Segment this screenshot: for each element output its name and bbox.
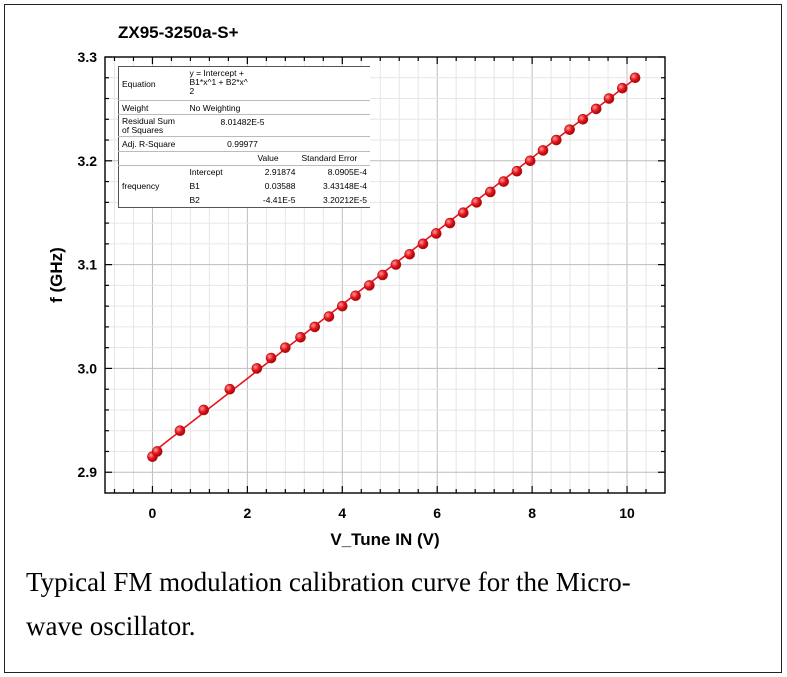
y-tick-label: 3.3 (78, 49, 98, 65)
data-point (280, 342, 291, 353)
axis-ticks (105, 56, 665, 493)
equation-label: Equation (122, 78, 156, 89)
data-point (309, 321, 321, 333)
x-tick-label: 6 (433, 505, 441, 521)
data-point (564, 124, 575, 135)
data-point (417, 238, 429, 250)
data-point (198, 404, 210, 416)
data-point (174, 425, 186, 437)
data-point (404, 248, 415, 260)
y-tick-label: 3.0 (78, 360, 98, 376)
data-point (511, 165, 523, 177)
data-point (471, 197, 482, 208)
figure-frame (4, 4, 782, 673)
weight-value: No Weighting (189, 102, 241, 113)
data-point (364, 280, 375, 291)
stderr-header: Standard Error (301, 153, 358, 164)
data-point (251, 363, 263, 374)
param-name: B2 (189, 195, 200, 206)
fit-results-table-container: Equation y = Intercept + B1*x^1 + B2*x^ … (118, 66, 370, 208)
rss-label: Residual Sum of Squares (122, 115, 175, 135)
y-tick-label: 3.2 (78, 153, 98, 169)
data-points (147, 72, 641, 462)
x-tick-labels: 0 2 4 6 8 10 (149, 505, 635, 521)
data-point (524, 155, 536, 167)
data-point (616, 82, 628, 94)
data-point (485, 186, 496, 198)
data-point (430, 228, 442, 239)
data-point (350, 290, 361, 302)
data-point (603, 93, 615, 104)
data-point (265, 352, 277, 364)
data-point (323, 311, 335, 322)
x-tick-label: 0 (149, 505, 157, 521)
param-error: 3.20212E-5 (323, 195, 367, 206)
chart-title: ZX95-3250a-S+ (118, 23, 239, 42)
data-point (390, 259, 402, 270)
param-value: 2.91874 (264, 167, 296, 178)
caption-line: wave oscillator. (26, 611, 196, 641)
fit-results-table: Equation y = Intercept + B1*x^1 + B2*x^ … (118, 66, 370, 208)
data-point (551, 134, 562, 146)
equation-value: y = Intercept + B1*x^1 + B2*x^ 2 (187, 67, 299, 101)
data-point (444, 217, 456, 229)
figure-caption: Typical FM modulation calibration curve … (26, 560, 756, 648)
equation-line: 2 (189, 86, 195, 96)
data-point (295, 331, 306, 343)
rss-value: 8.01482E-5 (220, 117, 265, 128)
data-point (458, 207, 469, 219)
param-value: -4.41E-5 (262, 195, 296, 206)
x-axis-label: V_Tune IN (V) (330, 530, 439, 549)
equation-line: B1*x^1 + B2*x^ (189, 77, 248, 87)
param-name: Intercept (189, 167, 223, 178)
weight-label: Weight (122, 102, 149, 113)
y-axis-label: f (GHz) (47, 247, 66, 303)
plot-frame (104, 56, 666, 494)
adjr-value: 0.99977 (227, 139, 258, 150)
data-point (537, 145, 549, 156)
equation-line: y = Intercept + (189, 68, 244, 78)
data-point (377, 269, 388, 281)
data-point (336, 300, 348, 312)
param-name: B1 (189, 181, 200, 192)
param-value: 0.03588 (264, 181, 296, 192)
x-tick-label: 2 (243, 505, 251, 521)
caption-line: Typical FM modulation calibration curve … (26, 567, 631, 597)
y-tick-label: 2.9 (78, 464, 98, 480)
data-point (498, 176, 509, 187)
data-point (629, 72, 641, 84)
data-point (151, 446, 163, 457)
param-error: 3.43148E-4 (323, 181, 367, 192)
x-tick-label: 8 (528, 505, 536, 521)
data-point (590, 103, 602, 115)
adjr-label: Adj. R-Square (122, 139, 176, 150)
x-tick-label: 10 (619, 505, 635, 521)
param-error: 8.0905E-4 (327, 167, 367, 178)
y-tick-labels: 2.9 3.0 3.1 3.2 3.3 (78, 49, 98, 480)
data-point (224, 383, 236, 395)
y-tick-label: 3.1 (78, 257, 98, 273)
chart: ZX95-3250a-S+ 0 2 4 6 8 10 2.9 3.0 3.1 3.2 3.3 V_… (47, 23, 666, 549)
x-tick-label: 4 (338, 505, 346, 521)
data-point (577, 113, 589, 125)
value-header: Value (257, 153, 279, 164)
param-group-label: frequency (122, 181, 160, 192)
